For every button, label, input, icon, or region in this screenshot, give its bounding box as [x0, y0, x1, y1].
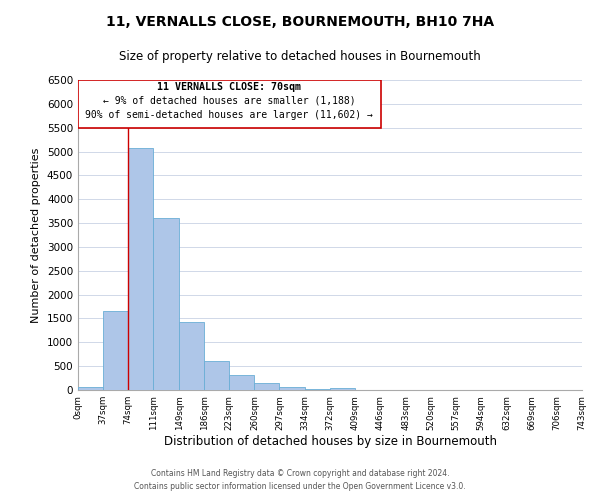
Bar [204, 361, 229, 390]
Bar [331, 388, 355, 390]
Text: Contains public sector information licensed under the Open Government Licence v3: Contains public sector information licen… [134, 482, 466, 491]
Bar [254, 383, 280, 390]
Text: Contains HM Land Registry data © Crown copyright and database right 2024.: Contains HM Land Registry data © Crown c… [151, 468, 449, 477]
X-axis label: Distribution of detached houses by size in Bournemouth: Distribution of detached houses by size … [163, 436, 497, 448]
Bar [128, 148, 153, 390]
Y-axis label: Number of detached properties: Number of detached properties [31, 148, 41, 322]
Bar [153, 218, 179, 390]
Text: 11 VERNALLS CLOSE: 70sqm: 11 VERNALLS CLOSE: 70sqm [157, 82, 301, 92]
Bar [229, 375, 254, 390]
Text: 90% of semi-detached houses are larger (11,602) →: 90% of semi-detached houses are larger (… [85, 110, 373, 120]
Bar [179, 322, 204, 390]
Bar [103, 312, 128, 390]
Bar [78, 386, 103, 390]
Bar [280, 386, 305, 390]
Text: Size of property relative to detached houses in Bournemouth: Size of property relative to detached ho… [119, 50, 481, 63]
Bar [78, 80, 380, 128]
Text: 11, VERNALLS CLOSE, BOURNEMOUTH, BH10 7HA: 11, VERNALLS CLOSE, BOURNEMOUTH, BH10 7H… [106, 15, 494, 29]
Text: ← 9% of detached houses are smaller (1,188): ← 9% of detached houses are smaller (1,1… [103, 95, 356, 105]
Bar [305, 388, 331, 390]
